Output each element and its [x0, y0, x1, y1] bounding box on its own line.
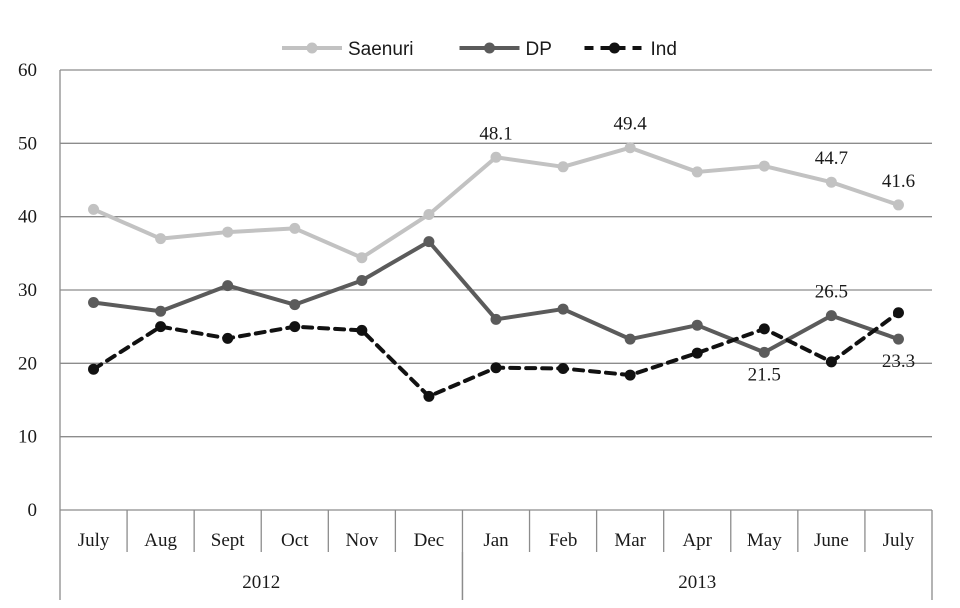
y-tick-label: 10 [18, 427, 37, 448]
x-tick-label: Feb [549, 530, 578, 551]
data-point-saenuri [691, 166, 703, 178]
data-point-saenuri [825, 176, 837, 188]
x-tick-label: Sept [211, 530, 246, 551]
x-tick-label: July [883, 530, 915, 551]
data-point-saenuri [557, 161, 569, 173]
x-tick-label: Apr [682, 530, 712, 551]
data-point-ind [155, 321, 167, 333]
data-point-dp [624, 333, 636, 345]
data-point-dp [222, 280, 234, 292]
x-axis: July Aug Sept Oct Nov Dec Jan Feb Mar Apr May June J… [59, 510, 933, 600]
data-point-dp [155, 305, 167, 317]
data-point-dp [825, 310, 837, 322]
x-tick-label: Aug [144, 530, 177, 551]
x-tick-label: Oct [281, 530, 309, 551]
y-tick-label: 50 [18, 133, 37, 154]
data-point-ind [825, 356, 837, 368]
legend-marker-ind [609, 42, 620, 54]
y-tick-label: 40 [18, 207, 37, 228]
data-point-dp [88, 296, 100, 308]
data-labels: 48.1 49.4 44.7 41.6 26.5 21.5 23.3 [479, 114, 915, 386]
y-tick-label: 30 [18, 280, 37, 301]
x-tick-label: July [78, 530, 110, 551]
y-tick-label: 0 [28, 500, 38, 521]
data-point-saenuri [155, 233, 167, 245]
y-tick-label: 60 [18, 60, 37, 81]
series-lines [88, 142, 904, 402]
data-point-dp [289, 299, 301, 311]
data-label: 41.6 [882, 171, 915, 192]
data-label: 21.5 [748, 364, 781, 385]
data-point-dp [892, 333, 904, 345]
data-point-dp [356, 274, 368, 286]
data-point-ind [557, 362, 569, 374]
data-point-dp [557, 303, 569, 315]
data-point-ind [624, 369, 636, 381]
series-line-saenuri [91, 145, 901, 260]
data-point-saenuri [222, 226, 234, 238]
data-point-ind [892, 307, 904, 319]
x-tick-label: Nov [345, 530, 378, 551]
data-point-ind [222, 332, 234, 344]
data-point-ind [758, 323, 770, 335]
data-label: 48.1 [479, 123, 512, 144]
y-axis: 0 10 20 30 40 50 60 [18, 60, 61, 521]
data-point-saenuri [289, 222, 301, 234]
x-tick-label: June [814, 530, 849, 551]
data-point-saenuri [88, 203, 100, 215]
data-point-ind [356, 324, 368, 336]
data-point-dp [691, 319, 703, 331]
data-point-dp [490, 313, 502, 325]
x-tick-label: May [747, 530, 782, 551]
legend: Saenuri DP Ind [282, 39, 677, 60]
data-point-ind [423, 390, 435, 402]
data-point-saenuri [892, 199, 904, 211]
data-point-saenuri [423, 208, 435, 220]
y-tick-label: 20 [18, 353, 37, 374]
x-tick-label: Dec [414, 530, 445, 551]
data-point-dp [758, 346, 770, 358]
legend-marker-dp [484, 42, 495, 54]
data-point-saenuri [490, 151, 502, 163]
data-point-saenuri [758, 160, 770, 172]
x-tick-label: Mar [614, 530, 646, 551]
data-point-ind [691, 347, 703, 359]
legend-marker-saenuri [306, 42, 318, 54]
year-label: 2012 [242, 572, 280, 593]
data-point-dp [423, 236, 435, 248]
data-point-ind [88, 363, 100, 375]
legend-label: Saenuri [348, 39, 414, 60]
data-point-saenuri [356, 252, 368, 264]
data-label: 49.4 [614, 114, 648, 135]
data-point-ind [490, 362, 502, 374]
data-label: 26.5 [815, 282, 848, 303]
legend-label: DP [526, 39, 552, 60]
year-label: 2013 [678, 572, 716, 593]
x-tick-label: Jan [483, 530, 509, 551]
data-label: 23.3 [882, 351, 915, 372]
legend-label: Ind [651, 39, 677, 60]
data-point-ind [289, 321, 301, 333]
data-point-saenuri [624, 142, 636, 154]
data-label: 44.7 [815, 148, 848, 169]
